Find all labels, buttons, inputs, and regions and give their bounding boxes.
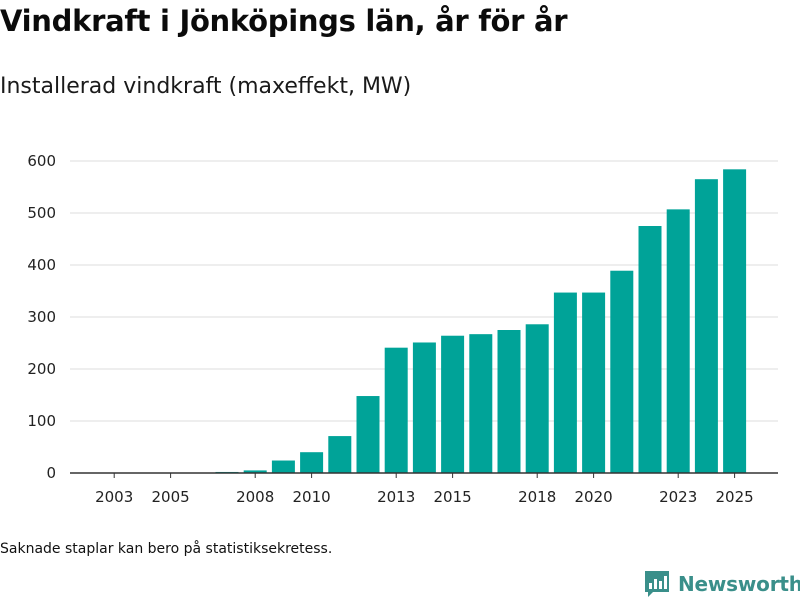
x-tick-label: 2015 [434, 488, 472, 506]
y-tick-label: 200 [27, 360, 56, 378]
y-tick-label: 0 [46, 464, 56, 482]
x-tick-label: 2013 [377, 488, 415, 506]
y-tick-label: 300 [27, 308, 56, 326]
x-tick-label: 2010 [293, 488, 331, 506]
bar [723, 169, 747, 473]
bar [638, 226, 662, 473]
newsworthy-logo-icon [645, 571, 669, 597]
x-tick-label: 2023 [659, 488, 697, 506]
bar [610, 270, 634, 473]
bar [441, 335, 465, 473]
y-tick-label: 400 [27, 256, 56, 274]
bar-chart: 0 100 200 300 400 500 600 2003 2005 2008 2010 2013 2… [27, 152, 778, 506]
y-tick-label: 600 [27, 152, 56, 170]
x-tick-label: 2008 [236, 488, 274, 506]
bar [582, 292, 606, 473]
bar [384, 347, 408, 473]
bar [412, 342, 436, 473]
brand-logo[interactable]: Newsworthy [644, 570, 800, 598]
x-tick-label: 2005 [152, 488, 190, 506]
y-tick-label: 100 [27, 412, 56, 430]
y-tick-label: 500 [27, 204, 56, 222]
footnote: Saknade staplar kan bero på statistiksek… [0, 541, 333, 557]
bar [328, 436, 352, 473]
brand-name: Newsworthy [678, 572, 800, 596]
bar [271, 460, 295, 473]
chart-subtitle: Installerad vindkraft (maxeffekt, MW) [0, 74, 412, 99]
x-tick-label: 2025 [716, 488, 754, 506]
chart-title: Vindkraft i Jönköpings län, år för år [0, 4, 568, 38]
x-tick-label: 2018 [518, 488, 556, 506]
bar [694, 179, 718, 473]
bar [525, 324, 549, 473]
bar [356, 396, 380, 473]
bar [553, 292, 577, 473]
x-tick-label: 2003 [95, 488, 133, 506]
x-tick-label: 2020 [575, 488, 613, 506]
bar [469, 334, 493, 473]
bar [497, 330, 521, 473]
bar [300, 452, 324, 473]
bar [243, 470, 267, 473]
bar [666, 209, 690, 474]
